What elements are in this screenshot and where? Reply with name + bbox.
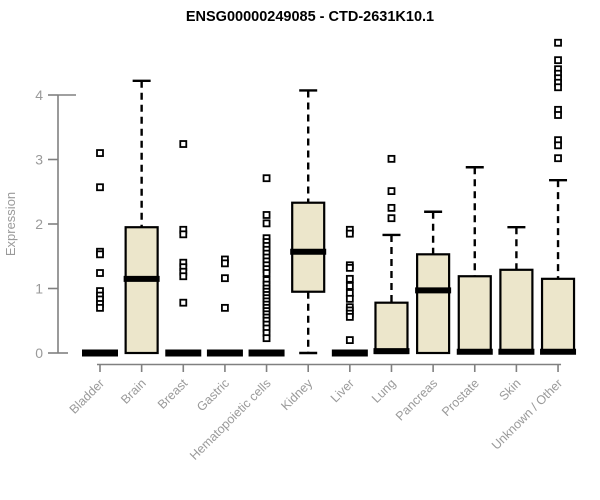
outlier-lung	[387, 214, 396, 223]
x-label-kidney: Kidney	[278, 376, 315, 413]
x-label-breast: Breast	[155, 376, 191, 412]
outlier-breast	[179, 230, 188, 239]
collapsed-box-hematopoietic-cells	[248, 349, 285, 357]
outlier-bladder	[96, 183, 104, 192]
outlier-bladder	[96, 149, 104, 157]
outlier-unknown-other	[554, 111, 562, 119]
box-brain	[124, 226, 159, 355]
outlier-liver	[345, 229, 354, 238]
collapsed-box-gastric	[206, 349, 243, 357]
x-label-lung: Lung	[369, 376, 399, 406]
box-unknown-other	[540, 277, 576, 355]
collapsed-box-breast	[165, 349, 202, 357]
x-label-hematopoietic-cells: Hematopoietic cells	[187, 376, 274, 463]
outlier-lung	[387, 154, 396, 163]
outlier-lung	[387, 203, 396, 212]
y-tick-label: 2	[35, 216, 43, 232]
outlier-unknown-other	[554, 56, 562, 65]
outlier-lung	[387, 187, 396, 196]
outlier-hematopoietic-cells	[262, 219, 271, 228]
outlier-breast	[179, 272, 188, 281]
outlier-unknown-other	[554, 38, 562, 47]
box-pancreas	[416, 253, 451, 355]
outlier-unknown-other	[554, 154, 562, 163]
x-label-liver: Liver	[328, 376, 357, 405]
box-prostate	[457, 275, 492, 355]
y-tick-label: 1	[35, 281, 43, 297]
outlier-hematopoietic-cells	[262, 211, 271, 219]
outlier-unknown-other	[554, 83, 562, 92]
box-skin	[499, 268, 534, 355]
outlier-hematopoietic-cells	[262, 334, 271, 343]
outlier-liver	[345, 263, 354, 272]
outlier-bladder	[96, 303, 104, 312]
outlier-breast	[179, 298, 188, 307]
y-tick-label: 0	[35, 345, 43, 361]
outlier-bladder	[96, 250, 104, 259]
outlier-liver	[345, 274, 354, 283]
outlier-breast	[179, 140, 188, 148]
collapsed-box-bladder	[82, 349, 118, 357]
chart-title: ENSG00000249085 - CTD-2631K10.1	[186, 9, 434, 25]
x-label-bladder: Bladder	[67, 376, 107, 416]
box-kidney	[291, 201, 326, 293]
outlier-liver	[345, 282, 354, 290]
collapsed-box-liver	[331, 349, 368, 357]
box-lung	[374, 301, 409, 355]
x-label-skin: Skin	[496, 376, 523, 403]
outlier-gastric	[221, 303, 229, 312]
outlier-hematopoietic-cells	[262, 174, 271, 183]
x-label-gastric: Gastric	[194, 376, 232, 414]
x-label-brain: Brain	[118, 376, 149, 407]
outlier-bladder	[96, 269, 104, 277]
outlier-unknown-other	[554, 141, 562, 150]
x-label-prostate: Prostate	[439, 376, 482, 419]
y-tick-label: 4	[35, 87, 43, 103]
x-label-unknown-other: Unknown / Other	[489, 376, 565, 452]
y-tick-label: 3	[35, 152, 43, 168]
outlier-liver	[345, 294, 354, 303]
x-label-pancreas: Pancreas	[393, 376, 440, 423]
outlier-liver	[345, 336, 354, 345]
outlier-gastric	[221, 274, 229, 283]
outlier-gastric	[221, 259, 229, 268]
outlier-liver	[345, 312, 354, 321]
y-axis-label: Expression	[3, 192, 18, 256]
outlier-hematopoietic-cells	[262, 269, 271, 277]
